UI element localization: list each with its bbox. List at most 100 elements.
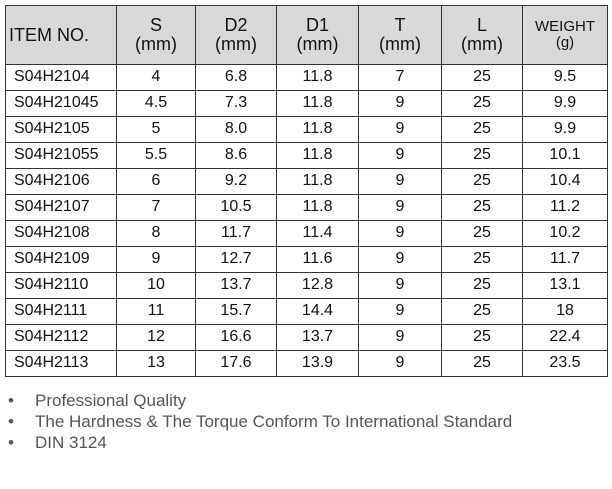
cell: S04H2109	[5, 246, 117, 273]
table-row: S04H21045 4.5 7.3 11.8 9 25 9.9	[5, 90, 608, 117]
cell: 25	[441, 324, 523, 351]
cell: 13.7	[195, 272, 277, 299]
header-text: (g)	[555, 34, 575, 51]
cell: 5.5	[116, 142, 196, 169]
cell: 8.0	[195, 116, 277, 143]
cell: 25	[441, 90, 523, 117]
cell: S04H2112	[5, 324, 117, 351]
cell: 9	[358, 350, 442, 377]
cell: 8.6	[195, 142, 277, 169]
cell: 11.7	[195, 220, 277, 247]
cell: 13.7	[276, 324, 359, 351]
cell: 25	[441, 298, 523, 325]
cell: 25	[441, 168, 523, 195]
cell: 4.5	[116, 90, 196, 117]
cell: 25	[441, 350, 523, 377]
table-row: S04H2107 7 10.5 11.8 9 25 11.2	[5, 194, 608, 221]
header-cell: D2 (mm)	[195, 5, 277, 65]
header-row: ITEM NO. S (mm) D2 (mm) D1 (mm) T (mm) L (mm) WEIGH…	[5, 5, 608, 65]
header-text: D1	[305, 15, 329, 36]
cell: S04H2106	[5, 168, 117, 195]
cell: 11.6	[276, 246, 359, 273]
cell: 10.4	[522, 168, 608, 195]
header-text: (mm)	[215, 34, 257, 54]
cell: 9.9	[522, 90, 608, 117]
cell: 11.8	[276, 168, 359, 195]
cell: 10.2	[522, 220, 608, 247]
cell: S04H2104	[5, 64, 117, 91]
cell: 12	[116, 324, 196, 351]
cell: 8	[116, 220, 196, 247]
cell: 9	[358, 116, 442, 143]
table-row: S04H2109 9 12.7 11.6 9 25 11.7	[5, 246, 608, 273]
cell: 7.3	[195, 90, 277, 117]
header-cell: L (mm)	[441, 5, 523, 65]
table-row: S04H2111 11 15.7 14.4 9 25 18	[5, 298, 608, 325]
header-text: (mm)	[379, 34, 421, 54]
cell: S04H2113	[5, 350, 117, 377]
cell: 9.5	[522, 64, 608, 91]
cell: 9	[358, 168, 442, 195]
header-cell: T (mm)	[358, 5, 442, 65]
note-item: DIN 3124	[8, 432, 568, 453]
header-text: S	[149, 15, 162, 36]
cell: 5	[116, 116, 196, 143]
cell: 14.4	[276, 298, 359, 325]
header-cell: D1 (mm)	[276, 5, 359, 65]
cell: 11.8	[276, 116, 359, 143]
cell: 16.6	[195, 324, 277, 351]
cell: 9	[358, 90, 442, 117]
cell: 9	[358, 220, 442, 247]
cell: 9	[358, 324, 442, 351]
cell: S04H21055	[5, 142, 117, 169]
cell: 9	[358, 298, 442, 325]
cell: S04H2111	[5, 298, 117, 325]
table-body: S04H2104 4 6.8 11.8 7 25 9.5 S04H21045 4.5 7.3 11.…	[5, 64, 608, 377]
cell: 25	[441, 220, 523, 247]
cell: 13	[116, 350, 196, 377]
cell: 11.8	[276, 90, 359, 117]
header-text: L	[476, 15, 487, 36]
cell: 9.2	[195, 168, 277, 195]
cell: S04H2110	[5, 272, 117, 299]
cell: 10.5	[195, 194, 277, 221]
cell: 7	[358, 64, 442, 91]
header-text: (mm)	[296, 34, 339, 54]
cell: 22.4	[522, 324, 608, 351]
cell: 10	[116, 272, 196, 299]
table-row: S04H2104 4 6.8 11.8 7 25 9.5	[5, 64, 608, 91]
table-row: S04H2113 13 17.6 13.9 9 25 23.5	[5, 350, 608, 377]
cell: 10.1	[522, 142, 608, 169]
cell: 13.1	[522, 272, 608, 299]
table-row: S04H2105 5 8.0 11.8 9 25 9.9	[5, 116, 608, 143]
table-row: S04H2110 10 13.7 12.8 9 25 13.1	[5, 272, 608, 299]
note-item: The Hardness & The Torque Conform To Int…	[8, 411, 568, 432]
cell: 13.9	[276, 350, 359, 377]
cell: 11.8	[276, 194, 359, 221]
cell: 15.7	[195, 298, 277, 325]
cell: 11.8	[276, 142, 359, 169]
cell: 11.4	[276, 220, 359, 247]
cell: 12.8	[276, 272, 359, 299]
cell: S04H2108	[5, 220, 117, 247]
cell: S04H21045	[5, 90, 117, 117]
header-cell: S (mm)	[116, 5, 196, 65]
table-row: S04H2108 8 11.7 11.4 9 25 10.2	[5, 220, 608, 247]
cell: 25	[441, 116, 523, 143]
spec-table: ITEM NO. S (mm) D2 (mm) D1 (mm) T (mm) L (mm) WEIGH…	[5, 5, 608, 377]
cell: 6	[116, 168, 196, 195]
header-text: T	[394, 15, 406, 36]
cell: 11.8	[276, 64, 359, 91]
cell: 25	[441, 272, 523, 299]
cell: 7	[116, 194, 196, 221]
cell: 6.8	[195, 64, 277, 91]
cell: 9.9	[522, 116, 608, 143]
cell: 11	[116, 298, 196, 325]
cell: 18	[522, 298, 608, 325]
header-text: (mm)	[461, 34, 503, 54]
note-item: Professional Quality	[8, 390, 568, 411]
cell: 25	[441, 194, 523, 221]
table-row: S04H2112 12 16.6 13.7 9 25 22.4	[5, 324, 608, 351]
cell: 25	[441, 246, 523, 273]
